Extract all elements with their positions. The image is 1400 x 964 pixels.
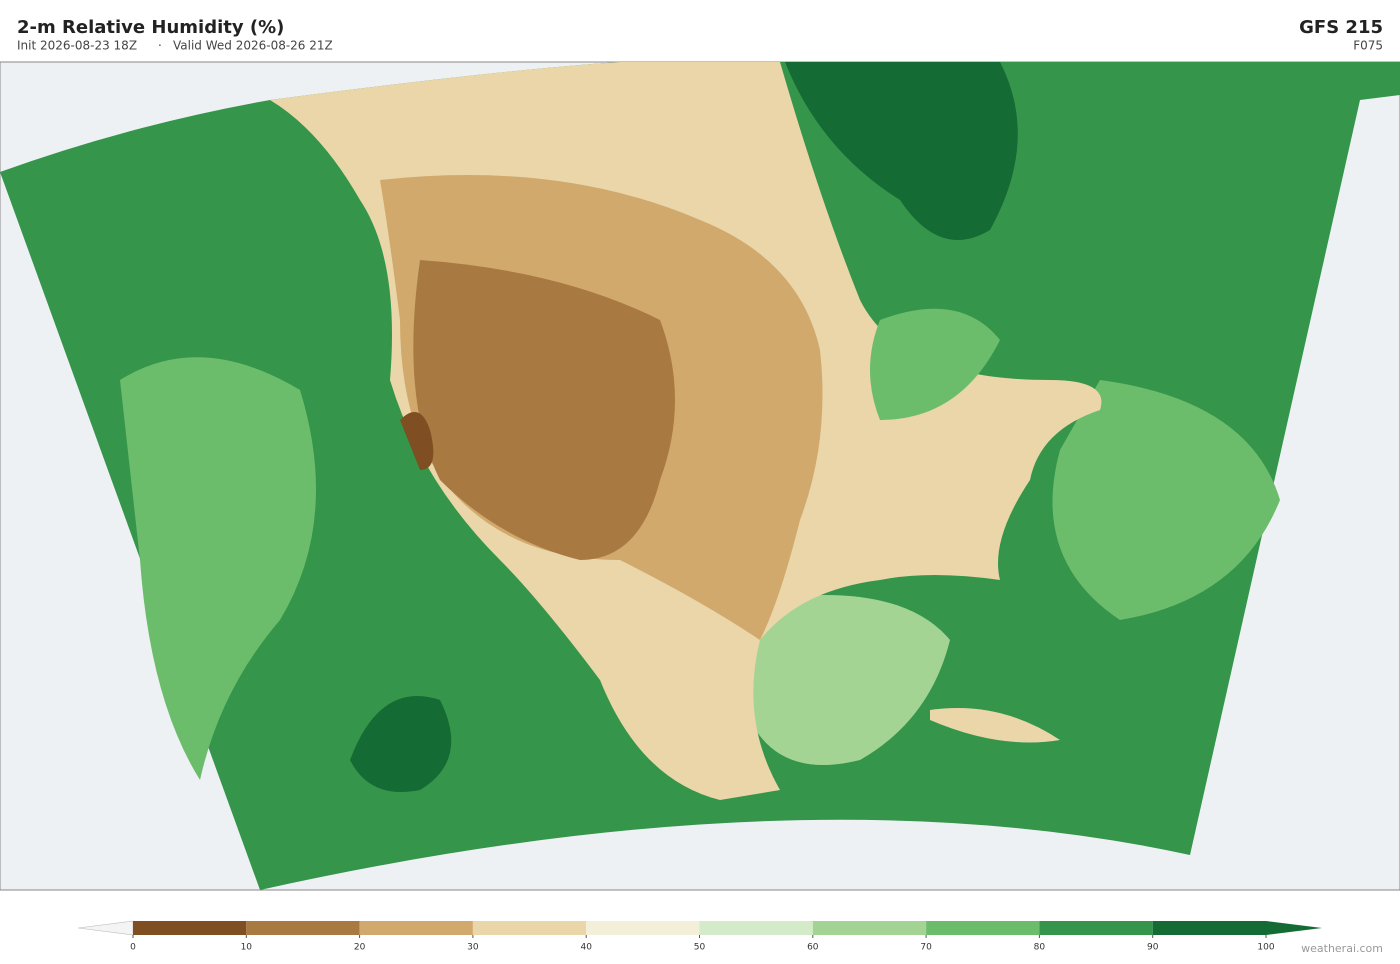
colorbar-segment [472,921,587,935]
colorbar: 0 10 20 30 40 50 60 70 80 90 100 [77,920,1322,953]
colorbar-segment [1152,921,1266,935]
valid-time: Valid Wed 2026-08-26 21Z [173,39,333,53]
colorbar-tick-label: 40 [580,943,592,953]
colorbar-segment [359,921,473,935]
ocean-moist [1052,380,1280,620]
colorbar-extend-low [77,920,134,936]
hudson-wet [785,62,1018,240]
separator: · [158,39,162,53]
forecast-hour: F075 [1353,39,1383,53]
model: GFS 215 [1299,17,1383,38]
cuba [930,708,1060,743]
colorbar-segment [133,921,247,935]
init-time: Init 2026-08-23 18Z [17,39,137,53]
colorbar-segment [586,921,700,935]
ocean-wet [350,696,452,792]
colorbar-tick-label: 20 [354,943,366,953]
colorbar-segment [246,921,360,935]
colorbar-tick-label: 100 [1257,943,1274,953]
colorbar-tick-label: 50 [694,943,706,953]
colorbar-segment [812,921,927,935]
map [0,61,1400,891]
colorbar-tick-label: 60 [807,943,819,953]
land-very-dry [400,412,434,470]
colorbar-tick-label: 30 [467,943,479,953]
colorbar-tick-label: 10 [241,943,253,953]
colorbar-tick-label: 80 [1034,943,1046,953]
credit: weatherai.com [1301,942,1383,955]
gulf [746,595,950,765]
colorbar-tick-label: 0 [130,943,136,953]
ocean-moist [120,357,316,780]
colorbar-tick-label: 90 [1147,943,1159,953]
title: 2-m Relative Humidity (%) [17,17,284,38]
colorbar-extend-high [1266,921,1322,935]
colorbar-segment [926,921,1040,935]
colorbar-segment [699,921,813,935]
great-lakes-moist [870,308,1000,420]
colorbar-tick-label: 70 [920,943,932,953]
colorbar-segment [1039,921,1153,935]
land-driest [413,260,675,560]
